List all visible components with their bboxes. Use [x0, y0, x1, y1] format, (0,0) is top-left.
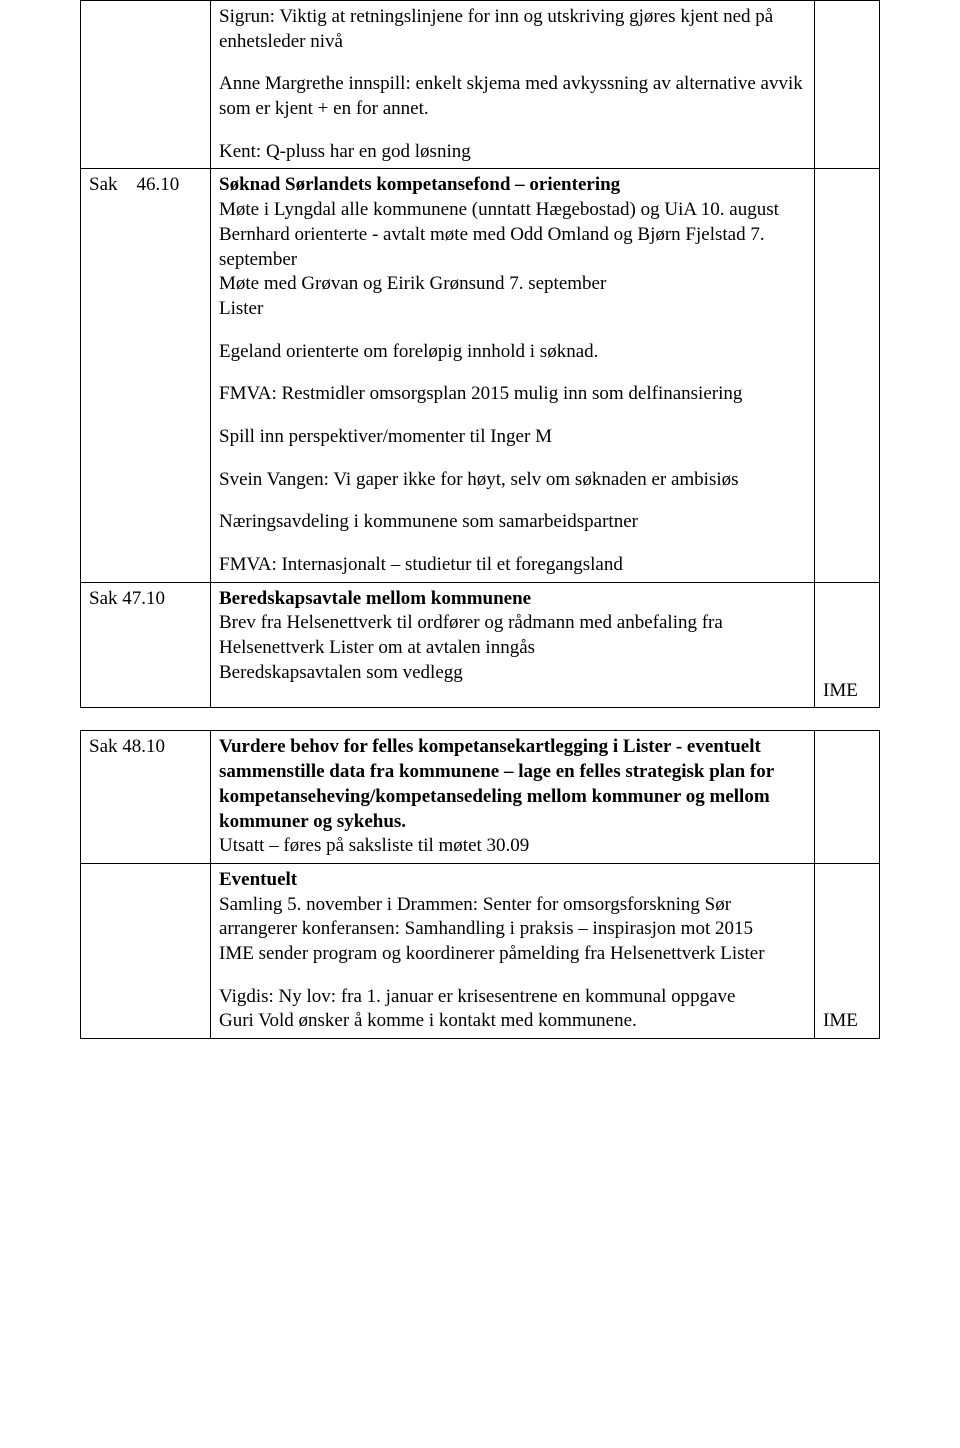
content-cell: Vurdere behov for felles kompetansekartl…: [211, 731, 815, 863]
table-row: Sigrun: Viktig at retningslinjene for in…: [81, 1, 880, 169]
paragraph: Vurdere behov for felles kompetansekartl…: [219, 735, 806, 858]
responsible-cell: [815, 1, 880, 169]
responsible-cell: IME: [815, 863, 880, 1038]
sak-cell: Sak 46.10: [81, 169, 211, 582]
paragraph: Sigrun: Viktig at retningslinjene for in…: [219, 5, 806, 54]
content-cell: Sigrun: Viktig at retningslinjene for in…: [211, 1, 815, 169]
table-row: Sak 48.10 Vurdere behov for felles kompet…: [81, 731, 880, 863]
table-row: Sak 46.10 Søknad Sørlandets kompetansefon…: [81, 169, 880, 582]
responsible-cell: [815, 731, 880, 863]
table-row: EventueltSamling 5. november i Drammen: …: [81, 863, 880, 1038]
bold-lead: Søknad Sørlandets kompetansefond – orien…: [219, 174, 620, 195]
content-cell: EventueltSamling 5. november i Drammen: …: [211, 863, 815, 1038]
sak-label: Sak 48.10: [89, 736, 165, 757]
paragraph: Næringsavdeling i kommunene som samarbei…: [219, 510, 806, 535]
paragraph: FMVA: Internasjonalt – studietur til et …: [219, 553, 806, 578]
bold-lead: Beredskapsavtale mellom kommunene: [219, 588, 531, 609]
paragraph: Anne Margrethe innspill: enkelt skjema m…: [219, 72, 806, 121]
table-row: Sak 47.10 Beredskapsavtale mellom kommune…: [81, 582, 880, 708]
responsible-cell: [815, 169, 880, 582]
paragraph: Vigdis: Ny lov: fra 1. januar er krisese…: [219, 985, 806, 1034]
sak-cell: [81, 1, 211, 169]
page: Sigrun: Viktig at retningslinjene for in…: [0, 0, 960, 1099]
paragraph: FMVA: Restmidler omsorgsplan 2015 mulig …: [219, 382, 806, 407]
paragraph: Kent: Q-pluss har en god løsning: [219, 140, 806, 165]
sak-cell: Sak 48.10: [81, 731, 211, 863]
bold-lead: Eventuelt: [219, 869, 297, 890]
minutes-table-bottom: Sak 48.10 Vurdere behov for felles kompet…: [80, 730, 880, 1039]
paragraph: Spill inn perspektiver/momenter til Inge…: [219, 425, 806, 450]
sak-cell: Sak 47.10: [81, 582, 211, 708]
bold-lead: Vurdere behov for felles kompetansekartl…: [219, 736, 774, 831]
paragraph: Svein Vangen: Vi gaper ikke for høyt, se…: [219, 468, 806, 493]
sak-label: Sak 46.10: [89, 174, 179, 195]
sak-cell: [81, 863, 211, 1038]
minutes-table-top: Sigrun: Viktig at retningslinjene for in…: [80, 0, 880, 708]
paragraph: EventueltSamling 5. november i Drammen: …: [219, 868, 806, 967]
responsible-cell: IME: [815, 582, 880, 708]
content-cell: Søknad Sørlandets kompetansefond – orien…: [211, 169, 815, 582]
paragraph: Egeland orienterte om foreløpig innhold …: [219, 340, 806, 365]
paragraph: Søknad Sørlandets kompetansefond – orien…: [219, 173, 806, 321]
sak-label: Sak 47.10: [89, 588, 165, 609]
content-cell: Beredskapsavtale mellom kommuneneBrev fr…: [211, 582, 815, 708]
paragraph: Beredskapsavtale mellom kommuneneBrev fr…: [219, 587, 806, 686]
